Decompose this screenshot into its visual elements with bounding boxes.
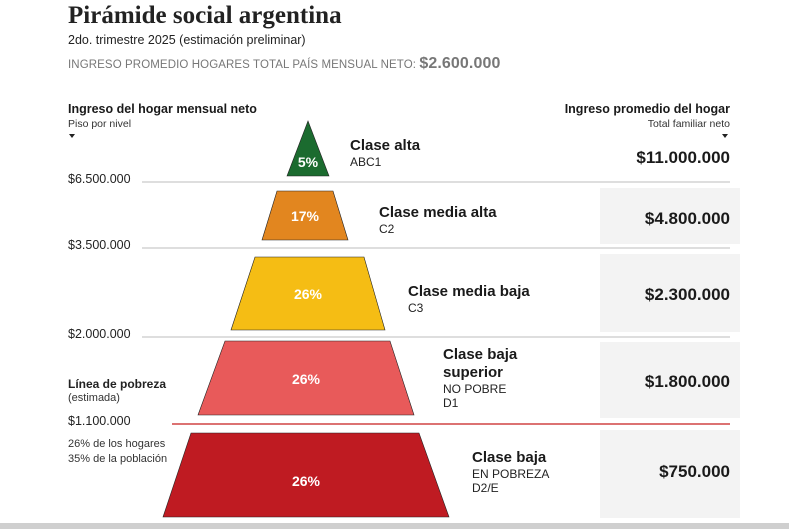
poverty-note-households: 26% de los hogares — [68, 438, 166, 450]
panel-bg — [600, 254, 740, 332]
level-average-income: $1.800.000 — [644, 372, 730, 391]
pyramid-level-media-alta — [261, 190, 349, 241]
poverty-note-population: 35% de la población — [68, 453, 168, 465]
level-share-label: 26% — [294, 286, 323, 302]
level-name: Clase baja — [472, 449, 547, 466]
level-share-label: 26% — [292, 371, 321, 387]
level-code-line2: D1 — [443, 396, 459, 410]
level-code: ABC1 — [350, 155, 382, 169]
level-code: C3 — [408, 301, 424, 315]
threshold-label: $6.500.000 — [68, 172, 131, 186]
poverty-line-label: Línea de pobreza — [68, 377, 167, 391]
panel-bg — [600, 430, 740, 518]
threshold-label: $1.100.000 — [68, 414, 131, 428]
poverty-line-sublabel: (estimada) — [68, 392, 120, 404]
pyramid-level-alta — [286, 120, 330, 177]
threshold-label: $2.000.000 — [68, 327, 131, 341]
level-name-line2: superior — [443, 364, 504, 381]
level-share-label: 17% — [291, 208, 320, 224]
bottom-divider — [0, 523, 789, 529]
level-code: C2 — [379, 222, 395, 236]
level-code: NO POBRE — [443, 382, 507, 396]
panel-bg — [600, 342, 740, 418]
pyramid-level-baja-pobreza — [162, 432, 450, 518]
page-subtitle: 2do. trimestre 2025 (estimación prelimin… — [68, 33, 306, 47]
right-column-subtitle: Total familiar neto — [647, 118, 730, 130]
pyramid-level-media-baja — [230, 256, 386, 331]
level-name: Clase alta — [350, 137, 421, 154]
level-code-line2: D2/E — [472, 481, 499, 495]
level-share-label: 5% — [298, 154, 319, 170]
average-income-value: $2.600.000 — [419, 55, 501, 72]
level-name: Clase media baja — [408, 283, 530, 300]
panel-bg — [600, 188, 740, 244]
level-name: Clase media alta — [379, 204, 497, 221]
level-average-income: $750.000 — [659, 462, 730, 481]
left-column-title: Ingreso del hogar mensual neto — [68, 102, 257, 116]
level-label-baja-pobreza: Clase baja EN POBREZA D2/E — [472, 449, 549, 495]
page-title: Pirámide social argentina — [68, 2, 342, 29]
level-code: EN POBREZA — [472, 467, 550, 481]
pyramid-level-baja-superior — [197, 340, 415, 416]
level-label-baja-superior: Clase baja superior NO POBRE D1 — [443, 346, 517, 410]
left-column-subtitle: Piso por nivel — [68, 118, 132, 130]
level-label-media-alta: Clase media alta C2 — [379, 204, 497, 236]
right-column-title: Ingreso promedio del hogar — [564, 102, 730, 116]
level-average-income: $2.300.000 — [644, 285, 730, 304]
level-average-income: $11.000.000 — [636, 148, 730, 167]
level-share-label: 26% — [292, 473, 321, 489]
down-arrow-icon — [722, 134, 728, 138]
threshold-label: $3.500.000 — [68, 238, 131, 252]
average-income-label: INGRESO PROMEDIO HOGARES TOTAL PAÍS MENS… — [68, 59, 417, 71]
level-average-income: $4.800.000 — [644, 209, 730, 228]
average-income-line: INGRESO PROMEDIO HOGARES TOTAL PAÍS MENS… — [68, 55, 500, 73]
level-label-media-baja: Clase media baja C3 — [408, 283, 530, 315]
level-label-alta: Clase alta ABC1 — [350, 137, 420, 169]
down-arrow-icon — [69, 134, 75, 138]
level-name: Clase baja — [443, 346, 518, 363]
